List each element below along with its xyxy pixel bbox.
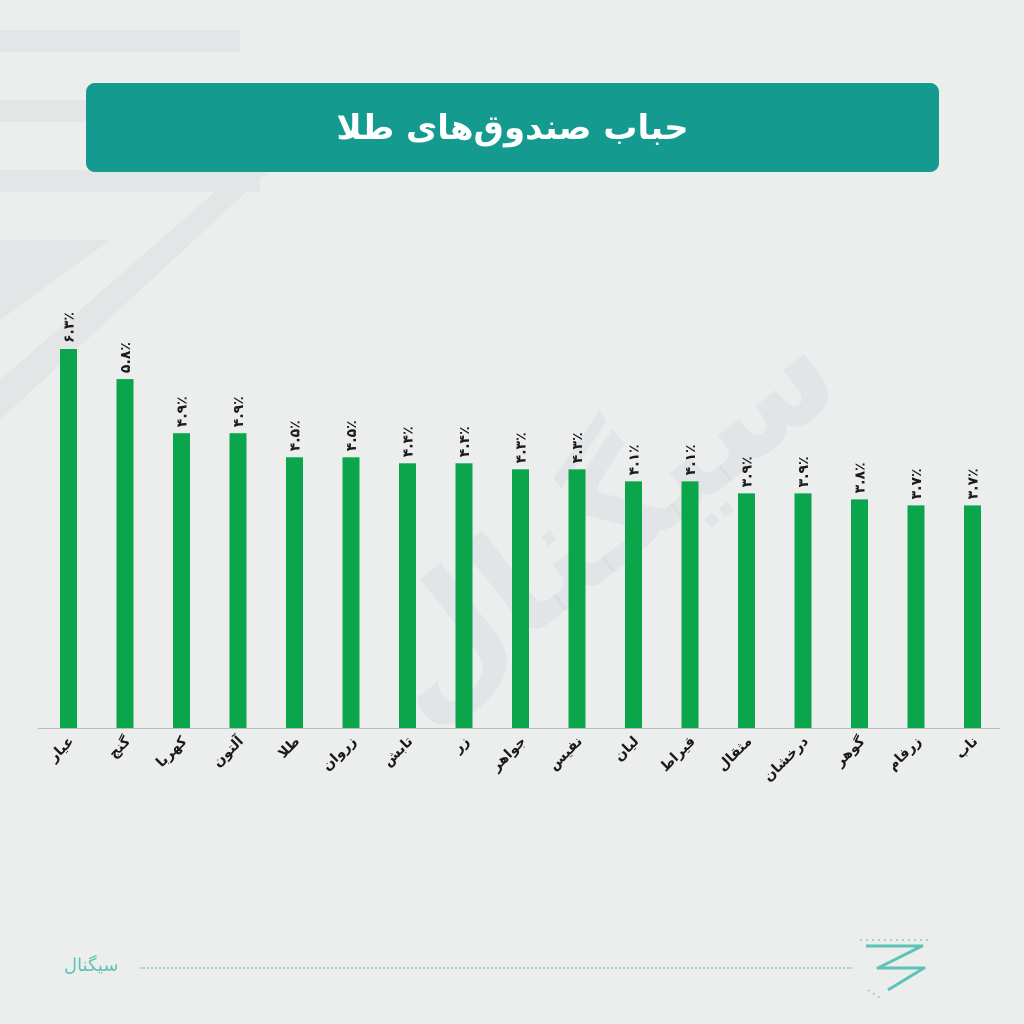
x-tick-label: زروان — [319, 734, 360, 775]
bar — [851, 499, 868, 728]
x-tick-label: کهربا — [153, 733, 191, 771]
data-label: ۳.۹٪ — [740, 456, 756, 487]
x-tick-label: مثقال — [714, 734, 755, 775]
data-label: ۴.۳٪ — [570, 432, 586, 463]
data-label: ۴.۱٪ — [683, 444, 699, 475]
bar — [681, 481, 699, 728]
bar — [286, 457, 303, 728]
x-tick-label: قیراط — [657, 734, 699, 776]
bar — [116, 379, 134, 728]
x-tick-label: عیار — [45, 734, 77, 766]
x-tick-label: لیان — [611, 734, 642, 765]
x-tick-label: درخشان — [760, 734, 811, 785]
data-label: ۴.۹٪ — [231, 396, 247, 427]
bar — [964, 505, 981, 728]
bar — [455, 463, 473, 728]
signal-logo-icon — [860, 939, 928, 999]
bar — [907, 505, 925, 728]
x-tick-label: نفیس — [546, 734, 586, 774]
bar — [399, 463, 416, 728]
x-tick-label: گوهر — [831, 732, 869, 770]
x-tick-label: ناب — [953, 734, 982, 763]
bar — [738, 493, 755, 728]
bar — [60, 349, 77, 728]
title-banner: حباب صندوق‌های طلا — [86, 83, 939, 172]
bar — [229, 433, 247, 728]
data-label: ۶.۳٪ — [62, 312, 78, 343]
x-tick-label: گنج — [105, 732, 135, 762]
x-tick-label: تابش — [380, 734, 416, 770]
x-tick-label: زر — [449, 734, 472, 757]
bar — [794, 493, 812, 728]
data-label: ۴.۴٪ — [457, 426, 473, 457]
bar — [625, 481, 642, 728]
data-label: ۳.۹٪ — [796, 456, 812, 487]
x-tick-label: آلتون — [208, 731, 247, 770]
bar — [512, 469, 529, 728]
bar — [173, 433, 190, 728]
x-tick-label: جواهر — [488, 734, 530, 776]
data-label: ۴.۹٪ — [175, 396, 191, 427]
data-label: ۴.۴٪ — [401, 426, 417, 457]
data-label: ۴.۱٪ — [627, 444, 643, 475]
x-tick-label: زرفام — [885, 734, 925, 774]
data-label: ۳.۷٪ — [966, 468, 982, 499]
bar — [342, 457, 360, 728]
x-tick-label: طلا — [275, 734, 303, 762]
data-label: ۴.۳٪ — [514, 432, 530, 463]
data-label: ۳.۸٪ — [853, 462, 869, 493]
footer-dotted-line — [140, 967, 852, 969]
data-label: ۳.۷٪ — [909, 468, 925, 499]
chart-title: حباب صندوق‌های طلا — [336, 107, 689, 148]
data-label: ۵.۸٪ — [118, 342, 134, 373]
bar — [568, 469, 586, 728]
data-label: ۴.۵٪ — [344, 420, 360, 451]
brand-name: سیگنال — [64, 955, 119, 976]
data-label: ۴.۵٪ — [288, 420, 304, 451]
